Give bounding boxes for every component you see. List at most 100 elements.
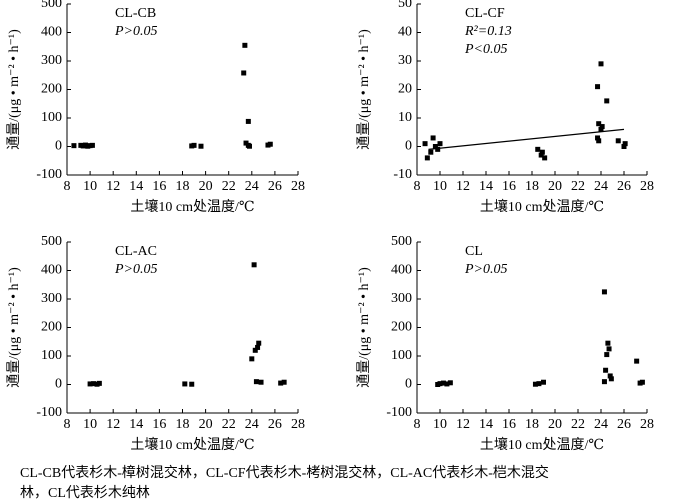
y-tick-label: 20 bbox=[398, 82, 412, 97]
x-tick-label: 12 bbox=[456, 417, 470, 432]
caption-line: 林，CL代表杉木纯林 bbox=[20, 485, 150, 501]
point bbox=[601, 379, 607, 385]
panel-stat: P>0.05 bbox=[114, 262, 158, 277]
point bbox=[437, 381, 443, 387]
y-tick-label: -10 bbox=[393, 167, 412, 182]
y-tick-label: 200 bbox=[41, 320, 62, 335]
y-tick-label: 40 bbox=[398, 25, 412, 40]
x-tick-label: 22 bbox=[571, 417, 585, 432]
y-tick-label: 50 bbox=[398, 0, 412, 11]
x-tick-label: 12 bbox=[106, 417, 120, 432]
x-tick-label: 14 bbox=[479, 417, 493, 432]
x-axis-label: 土壤10 cm处温度/℃ bbox=[480, 436, 604, 453]
panel-stat: P>0.05 bbox=[114, 24, 158, 39]
point bbox=[604, 98, 610, 104]
x-tick-label: 18 bbox=[525, 417, 539, 432]
x-tick-label: 18 bbox=[525, 179, 539, 194]
point bbox=[444, 381, 450, 387]
y-tick-label: 300 bbox=[41, 291, 62, 306]
y-tick-label: 500 bbox=[41, 0, 62, 11]
point bbox=[541, 379, 546, 385]
x-tick-label: 22 bbox=[571, 179, 585, 194]
y-tick-label: 400 bbox=[41, 25, 62, 40]
x-tick-label: 14 bbox=[129, 179, 143, 194]
y-tick-label: 200 bbox=[391, 320, 412, 335]
point bbox=[252, 347, 258, 353]
point bbox=[538, 152, 544, 158]
point bbox=[251, 262, 257, 268]
fit-line bbox=[428, 128, 625, 150]
point bbox=[242, 42, 248, 48]
y-tick-label: 30 bbox=[398, 53, 412, 68]
y-axis-label: 通量/(μg • m⁻² • h⁻¹) bbox=[356, 267, 372, 388]
x-tick-label: 10 bbox=[433, 179, 447, 194]
point bbox=[87, 381, 93, 387]
y-tick-label: 0 bbox=[55, 377, 62, 392]
point bbox=[601, 289, 607, 295]
panel-stat: P<0.05 bbox=[464, 42, 508, 57]
point bbox=[189, 381, 195, 387]
y-tick-label: 0 bbox=[405, 139, 412, 154]
point bbox=[435, 146, 441, 152]
y-tick-label: 100 bbox=[41, 110, 62, 125]
y-tick-label: 0 bbox=[405, 377, 412, 392]
point bbox=[71, 143, 77, 149]
x-tick-label: 24 bbox=[245, 179, 259, 194]
point bbox=[621, 144, 627, 149]
point bbox=[267, 141, 273, 147]
x-tick-label: 8 bbox=[414, 417, 421, 432]
x-tick-label: 28 bbox=[291, 417, 305, 432]
x-tick-label: 20 bbox=[548, 179, 562, 194]
panel-title: CL-CB bbox=[115, 6, 156, 21]
point bbox=[535, 146, 541, 152]
point bbox=[191, 142, 197, 148]
y-tick-label: 100 bbox=[391, 348, 412, 363]
x-axis-label: 土壤10 cm处温度/℃ bbox=[130, 198, 254, 215]
point bbox=[595, 84, 601, 90]
y-tick-label: 100 bbox=[41, 348, 62, 363]
point bbox=[428, 149, 434, 155]
panel-title: CL-AC bbox=[115, 244, 157, 259]
x-axis-label: 土壤10 cm处温度/℃ bbox=[130, 436, 254, 453]
point bbox=[246, 143, 252, 149]
panel-title: CL-CF bbox=[465, 6, 505, 21]
point bbox=[532, 381, 538, 387]
point bbox=[622, 141, 628, 147]
x-tick-label: 28 bbox=[291, 179, 305, 194]
caption-line: CL-CB代表杉木-樟树混交林，CL-CF代表杉木-栲树混交林，CL-AC代表杉… bbox=[20, 464, 549, 481]
point bbox=[96, 380, 102, 386]
point bbox=[604, 352, 610, 358]
y-tick-label: -100 bbox=[386, 405, 412, 420]
point bbox=[539, 149, 545, 155]
x-tick-label: 8 bbox=[64, 417, 71, 432]
y-tick-label: 300 bbox=[391, 291, 412, 306]
x-tick-label: 16 bbox=[152, 179, 166, 194]
x-tick-label: 14 bbox=[479, 179, 493, 194]
point bbox=[241, 70, 247, 76]
point bbox=[608, 376, 614, 382]
point bbox=[615, 138, 621, 144]
point bbox=[430, 135, 436, 141]
y-tick-label: -100 bbox=[36, 167, 62, 182]
x-tick-label: 12 bbox=[106, 179, 120, 194]
point bbox=[258, 379, 264, 385]
point bbox=[606, 346, 612, 352]
point bbox=[245, 118, 251, 124]
x-axis-label: 土壤10 cm处温度/℃ bbox=[480, 198, 604, 215]
point bbox=[432, 144, 438, 149]
point bbox=[639, 379, 645, 385]
x-tick-label: 26 bbox=[617, 417, 631, 432]
y-tick-label: -100 bbox=[36, 405, 62, 420]
x-tick-label: 24 bbox=[594, 417, 608, 432]
point bbox=[542, 155, 548, 161]
x-tick-label: 28 bbox=[640, 179, 654, 194]
y-tick-label: 0 bbox=[55, 139, 62, 154]
point bbox=[424, 155, 430, 161]
point bbox=[595, 135, 601, 141]
point bbox=[182, 381, 188, 387]
point bbox=[634, 358, 640, 364]
point bbox=[198, 143, 204, 149]
point bbox=[422, 141, 428, 147]
x-tick-label: 24 bbox=[245, 417, 259, 432]
